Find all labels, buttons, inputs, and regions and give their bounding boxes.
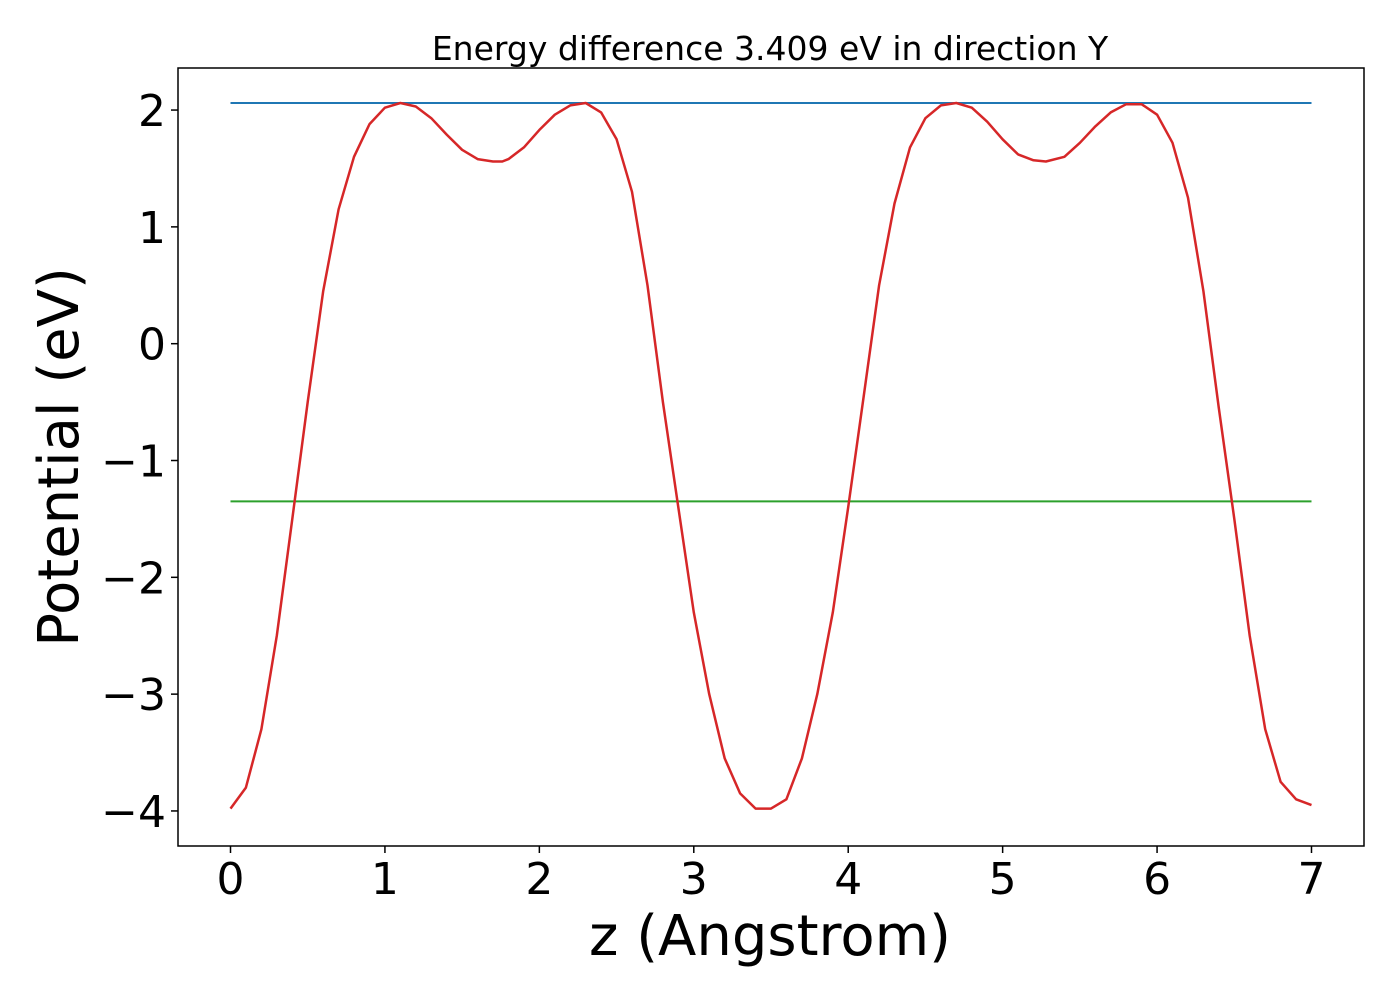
y-axis-label: Potential (eV) (27, 267, 92, 647)
y-tick-label: 0 (138, 320, 166, 371)
x-tick-label: 6 (1143, 854, 1171, 905)
series-line-2 (229, 101, 1312, 810)
x-tick-label: 5 (989, 854, 1017, 905)
x-axis-ticks: 0 1 2 3 4 5 6 7 (217, 846, 1325, 905)
y-tick-label: −4 (101, 787, 166, 838)
x-tick-label: 3 (680, 854, 708, 905)
x-tick-label: 0 (217, 854, 245, 905)
chart-title: Energy difference 3.409 eV in direction … (432, 29, 1109, 68)
y-axis-ticks: −4 −3 −2 −1 0 1 2 (101, 86, 178, 838)
y-tick-label: −2 (101, 553, 166, 604)
x-tick-label: 1 (371, 854, 399, 905)
series-layer (229, 101, 1312, 810)
plot-frame (177, 67, 1365, 847)
y-tick-label: 2 (138, 86, 166, 137)
y-tick-label: −3 (101, 670, 166, 721)
x-tick-label: 7 (1297, 854, 1325, 905)
y-tick-label: 1 (138, 203, 166, 254)
x-axis-label: z (Angstrom) (589, 904, 951, 969)
x-tick-label: 2 (525, 854, 553, 905)
y-tick-label: −1 (101, 437, 166, 488)
x-tick-label: 4 (834, 854, 862, 905)
